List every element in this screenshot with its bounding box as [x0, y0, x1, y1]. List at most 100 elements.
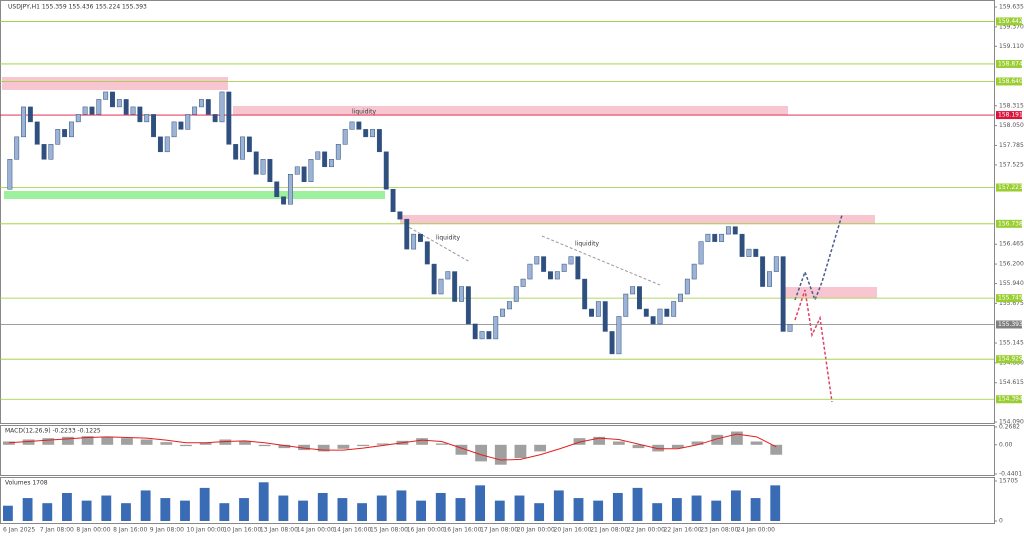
candle-body — [459, 286, 464, 302]
volume-bar — [180, 500, 190, 521]
trend-line — [541, 235, 661, 286]
candle-body — [636, 286, 642, 310]
macd-bar — [3, 441, 15, 445]
candle-body — [301, 166, 307, 183]
volume-label: Volumes 1708 — [5, 480, 48, 487]
candle-body — [691, 263, 697, 280]
volume-bar — [140, 490, 151, 521]
macd-bar — [514, 444, 527, 459]
forecast-up — [794, 214, 843, 303]
candle-body — [527, 263, 533, 280]
candle-body — [240, 136, 245, 160]
candle-body — [445, 271, 451, 280]
candle-body — [520, 278, 526, 287]
candle-body — [281, 196, 287, 205]
candle-body — [760, 256, 766, 287]
macd-bar — [593, 436, 606, 445]
level-label: 155.745 — [998, 295, 1023, 302]
volume-bar — [514, 495, 525, 521]
level-label: 157.223 — [998, 184, 1023, 191]
candle-body — [356, 121, 362, 130]
volume-bar — [632, 487, 643, 521]
candle-body — [438, 278, 444, 295]
level-tag — [996, 183, 1022, 192]
candle-body — [260, 159, 266, 175]
candle-body — [192, 106, 198, 115]
level-tag — [996, 77, 1022, 86]
volume-bar — [494, 500, 505, 521]
volume-bar — [376, 495, 387, 521]
zone — [233, 106, 788, 115]
volume-bar — [81, 500, 92, 521]
x-tick-label: 20 Jan 16:00 — [554, 527, 592, 534]
macd-bar — [750, 441, 763, 445]
macd-bar — [711, 434, 724, 445]
level-label: 156.738 — [998, 220, 1023, 227]
candle-body — [14, 136, 20, 160]
candle-body — [137, 106, 143, 123]
macd-bar — [140, 439, 153, 445]
macd-bar — [475, 444, 488, 462]
level-label: 159.442 — [998, 18, 1023, 25]
zone — [400, 215, 875, 224]
candle-body — [568, 256, 574, 265]
candle-body — [411, 233, 417, 250]
candle-body — [397, 211, 403, 220]
candle-body — [226, 91, 232, 145]
volume-bar — [573, 498, 584, 521]
x-tick-label: 15 Jan 08:00 — [370, 527, 408, 534]
candle-body — [554, 271, 560, 280]
volume-bar — [337, 498, 348, 521]
macd-bar — [494, 444, 507, 465]
y-tick-label: 0.2682 — [999, 424, 1020, 431]
volume-bar — [62, 492, 72, 521]
candle-body — [500, 308, 506, 317]
macd-bar — [180, 444, 192, 447]
y-tick-label: 157.525 — [999, 161, 1024, 168]
candle-body — [315, 151, 321, 160]
candle-body — [595, 301, 601, 317]
y-tick-label: -0.4401 — [999, 471, 1022, 478]
macd-bar — [219, 439, 232, 445]
macd-bar — [652, 444, 665, 452]
candle-body — [678, 293, 683, 302]
candle-body — [89, 106, 95, 115]
candle-body — [548, 271, 553, 280]
level-label: 158.191 — [998, 112, 1023, 119]
y-tick-label: 159.370 — [999, 23, 1024, 30]
level-label: 154.394 — [998, 396, 1023, 403]
candle-body — [96, 99, 102, 115]
candle-body — [178, 121, 184, 130]
candle-body — [287, 174, 293, 205]
volume-bar — [730, 490, 741, 521]
candle-body — [746, 248, 752, 257]
chart-title: USDJPY,H1 155.359 155.436 155.224 155.39… — [8, 4, 147, 11]
zone — [782, 287, 877, 298]
macd-bar — [258, 444, 271, 447]
candle-body — [623, 293, 629, 317]
x-tick-label: 10 Jan 00:00 — [187, 527, 225, 534]
candle-body — [609, 331, 615, 355]
candle-body — [465, 286, 471, 325]
x-tick-label: 16 Jan 00:00 — [407, 527, 445, 534]
x-tick-label: 14 Jan 00:00 — [297, 527, 335, 534]
y-tick-label: 154.090 — [999, 419, 1024, 426]
x-tick-label: 22 Jan 16:00 — [664, 527, 702, 534]
candle-body — [390, 188, 396, 212]
candle-body — [431, 263, 437, 295]
x-tick-label: 13 Jan 08:00 — [260, 527, 298, 534]
volume-bar — [534, 503, 545, 521]
candle-body — [171, 121, 177, 138]
candle-body — [424, 241, 430, 265]
candle-body — [233, 144, 239, 160]
y-tick-label: 155.145 — [999, 340, 1024, 347]
candle-body — [274, 181, 280, 197]
candle-body — [34, 121, 40, 145]
candle-body — [739, 233, 745, 257]
candle-body — [787, 324, 793, 332]
x-tick-label: 23 Jan 08:00 — [700, 527, 738, 534]
y-tick-label: 154.615 — [999, 379, 1024, 386]
candle-body — [513, 286, 519, 302]
y-tick-label: 158.050 — [999, 122, 1024, 129]
